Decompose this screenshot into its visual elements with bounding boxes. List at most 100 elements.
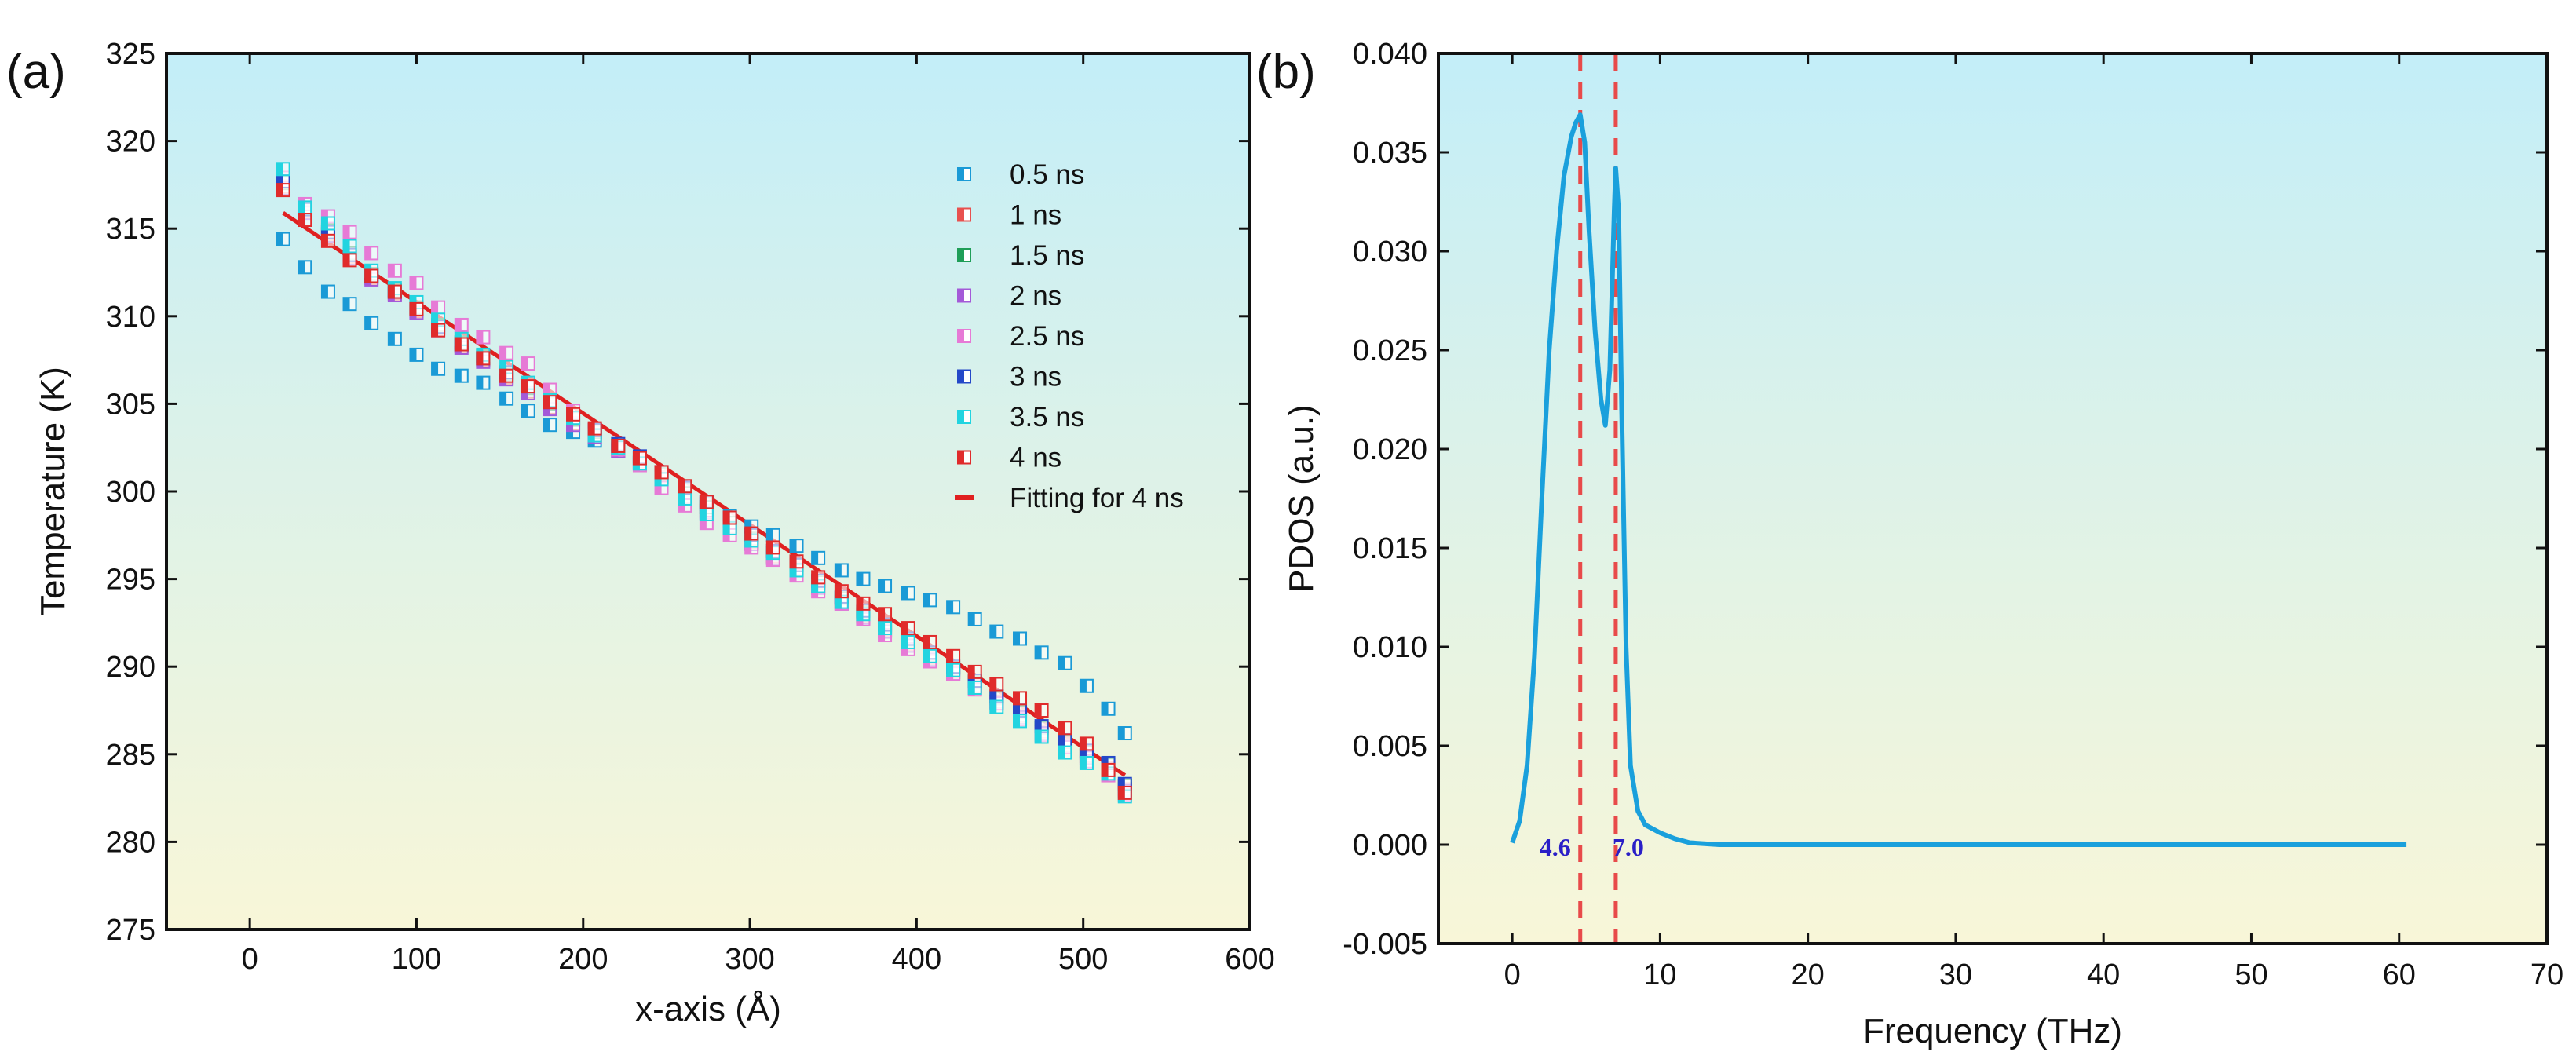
- x-tick-label-b: 40: [2087, 959, 2120, 991]
- point-fill: [990, 700, 997, 714]
- point-fill: [1035, 704, 1042, 717]
- legend-item: 1 ns: [957, 200, 1061, 231]
- point-fill: [700, 508, 707, 521]
- legend-item: 2 ns: [957, 281, 1061, 312]
- point-fill: [321, 225, 328, 239]
- point-fill: [477, 352, 484, 365]
- data-point: [1013, 691, 1028, 706]
- y-tick-label-a: 300: [106, 476, 155, 509]
- x-tick-label-a: 300: [725, 943, 774, 976]
- point-fill: [1035, 646, 1042, 659]
- point-fill: [835, 564, 842, 577]
- point-fill: [1014, 714, 1021, 728]
- data-point: [1058, 721, 1072, 736]
- data-point: [364, 246, 379, 261]
- data-point: [923, 648, 937, 663]
- point-fill: [790, 564, 797, 577]
- point-fill: [1080, 679, 1087, 692]
- data-point: [699, 507, 714, 522]
- legend-item: 4 ns: [957, 443, 1061, 473]
- legend-marker-fill: [958, 451, 964, 464]
- legend-label: 2.5 ns: [1010, 321, 1084, 352]
- point-fill: [968, 665, 975, 678]
- point-fill: [968, 681, 975, 694]
- legend-marker-fill: [958, 168, 964, 181]
- point-fill: [455, 338, 462, 351]
- point-fill: [990, 625, 997, 638]
- point-fill: [388, 332, 395, 345]
- x-tick-label-b: 50: [2234, 959, 2267, 991]
- point-fill: [365, 316, 372, 330]
- data-point: [543, 418, 557, 433]
- ylabel-b: PDOS (a.u.): [1282, 404, 1321, 593]
- point-fill: [812, 551, 819, 564]
- point-fill: [477, 330, 484, 344]
- scatter-points: [276, 162, 1132, 804]
- data-point: [699, 495, 714, 509]
- point-fill: [477, 376, 484, 389]
- legend-a: 0.5 ns 1 ns 1.5 ns 2 ns 2.5 ns 3 ns 3.5 ns 4 ns…: [955, 159, 1184, 513]
- data-point: [1079, 736, 1094, 751]
- point-fill: [343, 298, 350, 311]
- panel-b: 0 10 20 30 40 50 60 70 -0.005 0.000 0.005 0.010 0.01…: [1256, 38, 2563, 1050]
- legend-fit-label: Fitting for 4 ns: [1010, 483, 1184, 513]
- data-point: [387, 263, 402, 278]
- point-fill: [343, 239, 350, 253]
- data-point: [1101, 701, 1116, 716]
- y-tick-label-b: 0.015: [1353, 532, 1427, 565]
- x-tick-label-a: 100: [392, 943, 441, 976]
- point-fill: [388, 264, 395, 277]
- data-point: [901, 634, 915, 649]
- legend-marker-fill: [958, 249, 964, 261]
- data-point: [1079, 678, 1094, 693]
- data-point: [387, 331, 402, 346]
- legend-item: 3 ns: [957, 362, 1061, 393]
- point-fill: [1014, 692, 1021, 705]
- point-fill: [432, 313, 439, 327]
- data-point: [878, 621, 893, 636]
- data-point: [789, 554, 804, 569]
- peak-label-4-6: 4.6: [1540, 833, 1571, 861]
- point-fill: [990, 690, 997, 703]
- data-point: [342, 225, 357, 239]
- point-fill: [923, 649, 930, 663]
- data-point: [431, 323, 446, 338]
- y-tick-label-b: 0.000: [1353, 829, 1427, 862]
- data-point: [1013, 714, 1028, 729]
- data-point: [521, 379, 535, 394]
- point-fill: [343, 225, 350, 239]
- data-point: [1079, 755, 1094, 770]
- data-point: [678, 491, 692, 506]
- point-fill: [745, 527, 752, 540]
- data-point: [834, 563, 849, 578]
- data-point: [946, 648, 961, 663]
- panel-a: 0 100 200 300 400 500 600 275 280 285 290 295 300 305…: [6, 38, 1275, 1028]
- point-fill: [543, 383, 550, 396]
- point-fill: [1058, 746, 1065, 759]
- y-tick-label-a: 290: [106, 651, 155, 684]
- point-fill: [432, 362, 439, 375]
- y-tick-label-a: 285: [106, 739, 155, 772]
- x-tick-label-b: 30: [1939, 959, 1972, 991]
- point-fill: [521, 357, 528, 371]
- frame-a: [165, 52, 1251, 931]
- point-fill: [1080, 756, 1087, 769]
- data-point: [476, 351, 491, 366]
- data-point: [342, 239, 357, 254]
- data-point: [298, 213, 312, 228]
- plot-area-a: [166, 53, 1250, 929]
- y-tick-label-a: 310: [106, 301, 155, 334]
- point-fill: [521, 380, 528, 393]
- point-fill: [812, 579, 819, 593]
- legend-item: 2.5 ns: [957, 321, 1084, 352]
- point-fill: [790, 539, 797, 553]
- point-fill: [790, 555, 797, 568]
- y-tick-label-a: 275: [106, 914, 155, 947]
- data-point: [1117, 726, 1132, 741]
- point-fill: [1118, 777, 1125, 791]
- data-point: [409, 347, 424, 362]
- point-fill: [857, 572, 864, 586]
- y-tick-label-a: 315: [106, 213, 155, 246]
- data-point: [499, 368, 514, 383]
- point-fill: [276, 163, 283, 176]
